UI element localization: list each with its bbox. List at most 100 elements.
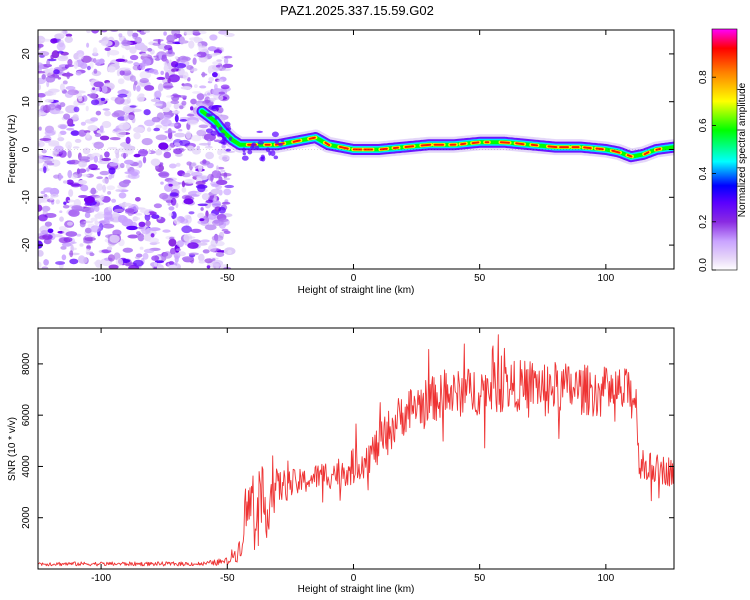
noise-blob	[136, 85, 141, 92]
noise-blob	[194, 84, 198, 88]
noise-blob	[44, 130, 56, 136]
noise-blob	[174, 62, 187, 69]
noise-blob	[224, 184, 234, 189]
noise-blob	[53, 110, 64, 114]
noise-blob	[205, 199, 215, 204]
noise-blob	[153, 262, 158, 267]
noise-blob	[123, 216, 128, 223]
noise-blob	[146, 127, 152, 132]
noise-blob	[56, 42, 66, 51]
noise-blob	[79, 221, 86, 228]
noise-blob	[60, 246, 67, 250]
noise-blob	[68, 189, 74, 197]
transition-blob	[205, 128, 213, 134]
noise-blob	[156, 76, 166, 80]
noise-blob	[94, 133, 102, 138]
noise-blob	[91, 99, 100, 106]
noise-blob	[59, 216, 64, 222]
noise-blob	[163, 151, 172, 159]
noise-blob	[133, 132, 141, 140]
noise-blob	[48, 67, 55, 74]
noise-blob	[94, 205, 100, 212]
noise-blob	[158, 172, 169, 177]
noise-blob	[181, 256, 194, 262]
noise-blob	[41, 149, 47, 154]
noise-blob	[107, 66, 116, 73]
noise-blob	[143, 109, 151, 116]
noise-blob	[223, 55, 233, 59]
chart-title: PAZ1.2025.337.15.59.G02	[280, 3, 434, 18]
noise-blob	[84, 236, 96, 242]
noise-blob	[87, 125, 98, 131]
noise-blob	[94, 196, 103, 203]
noise-blob	[175, 248, 182, 252]
noise-blob	[104, 151, 110, 158]
noise-blob	[200, 57, 208, 61]
noise-blob	[116, 69, 121, 77]
transition-blob	[210, 124, 217, 129]
noise-blob	[41, 266, 49, 269]
colorbar-tick-label: 0.0	[698, 258, 709, 272]
noise-blob	[58, 150, 67, 158]
noise-blob	[171, 211, 177, 220]
transition-blob	[280, 139, 285, 143]
noise-blob	[224, 32, 235, 37]
noise-blob	[208, 213, 217, 220]
noise-blob	[90, 187, 97, 195]
ridge-peak-red	[404, 145, 415, 148]
noise-blob	[80, 62, 88, 69]
noise-blob	[109, 234, 120, 243]
noise-blob	[109, 162, 118, 167]
noise-blob	[219, 95, 224, 101]
noise-blob	[100, 30, 108, 33]
noise-blob	[170, 100, 180, 105]
noise-blob	[38, 70, 46, 74]
colorbar-tick-label: 0.8	[698, 70, 709, 84]
noise-blob	[170, 197, 177, 206]
transition-blob	[270, 150, 276, 157]
ridge-peak-red	[626, 154, 633, 158]
noise-blob	[140, 53, 149, 57]
noise-blob	[196, 145, 200, 151]
noise-blob	[112, 229, 122, 236]
noise-blob	[66, 119, 73, 126]
transition-blob	[252, 142, 256, 147]
spectrogram-x-axis: -100 -50 0 50 100	[91, 30, 615, 284]
noise-blob	[169, 163, 177, 169]
transition-blob	[250, 145, 255, 149]
noise-blob	[85, 105, 89, 112]
noise-blob	[208, 244, 217, 253]
y-tick-label: 10	[21, 96, 32, 108]
noise-blob	[78, 156, 91, 161]
noise-blob	[205, 151, 215, 160]
x-tick-label: 0	[351, 573, 357, 584]
noise-blob	[188, 40, 195, 49]
noise-blob	[117, 93, 128, 98]
noise-blob	[220, 169, 226, 173]
noise-blob	[101, 40, 113, 47]
noise-blob	[163, 65, 169, 72]
y-tick-label: 20	[21, 48, 32, 60]
noise-blob	[59, 130, 67, 135]
noise-blob	[129, 46, 137, 54]
noise-blob	[118, 33, 123, 38]
noise-blob	[120, 162, 125, 169]
noise-blob	[77, 256, 88, 264]
noise-blob	[166, 95, 174, 98]
noise-blob	[38, 110, 42, 118]
noise-blob	[192, 91, 202, 94]
noise-blob	[123, 145, 136, 151]
noise-blob	[70, 241, 77, 244]
noise-blob	[136, 231, 141, 236]
noise-blob	[187, 242, 199, 249]
noise-blob	[91, 30, 100, 34]
y-tick-label: 2000	[21, 506, 32, 529]
noise-blob	[144, 85, 155, 91]
noise-blob	[167, 77, 171, 84]
noise-blob	[40, 194, 50, 199]
noise-blob	[58, 237, 71, 244]
noise-blob	[223, 230, 231, 234]
noise-blob	[218, 91, 226, 95]
noise-blob	[202, 159, 207, 164]
